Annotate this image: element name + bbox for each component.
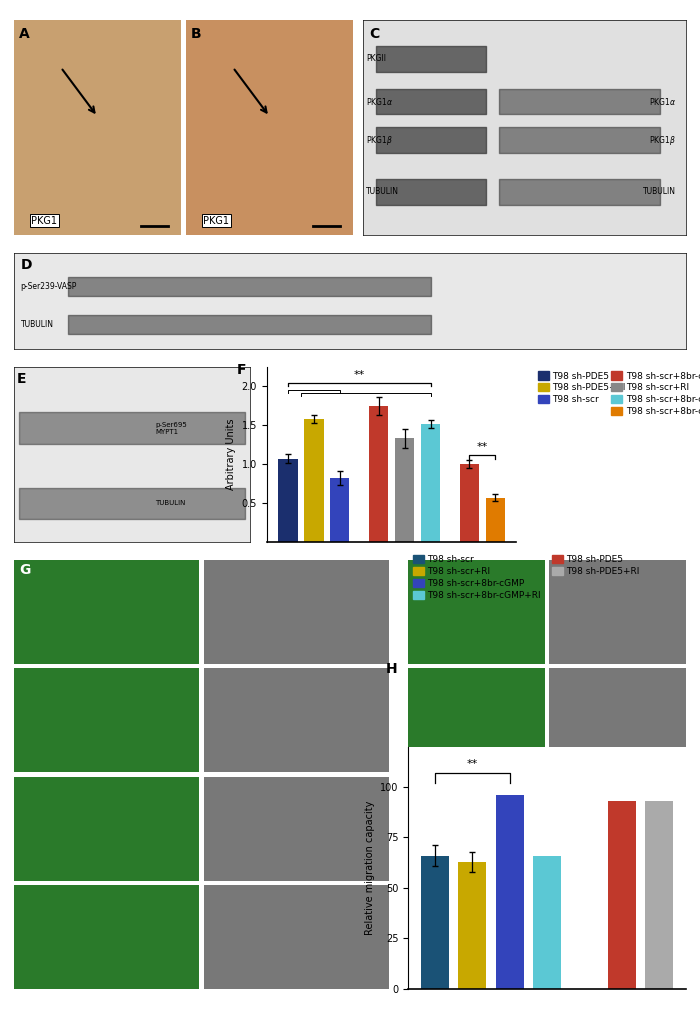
Bar: [330, 478, 349, 542]
Text: D: D: [21, 257, 32, 271]
Legend: T98 sh-PDE5, T98 sh-PDE5+RI: T98 sh-PDE5, T98 sh-PDE5+RI: [552, 555, 640, 576]
Text: PKG1: PKG1: [31, 216, 57, 226]
Text: E: E: [16, 372, 26, 386]
Bar: [421, 856, 449, 989]
Text: PKG1: PKG1: [203, 216, 229, 226]
Text: F: F: [237, 363, 246, 377]
Text: **: **: [467, 759, 478, 769]
Text: G: G: [20, 563, 31, 577]
Bar: [304, 419, 323, 542]
Text: p-Ser695
MYPT1: p-Ser695 MYPT1: [155, 422, 187, 435]
Text: TUBULIN: TUBULIN: [155, 500, 186, 507]
Text: PKGII: PKGII: [366, 54, 386, 64]
Text: A: A: [19, 26, 30, 40]
Y-axis label: Arbitrary Units: Arbitrary Units: [226, 419, 236, 490]
Text: **: **: [477, 443, 488, 452]
Legend: T98 sh-scr+8br-cGMP, T98 sh-scr+RI, T98 sh-scr+8br-cGMP+RI, T98 sh-scr+8br-cGMP+: T98 sh-scr+8br-cGMP, T98 sh-scr+RI, T98 …: [611, 371, 700, 416]
Text: PKG1$\beta$: PKG1$\beta$: [366, 134, 393, 146]
Bar: [369, 406, 389, 542]
Text: TUBULIN: TUBULIN: [643, 187, 676, 196]
Text: TUBULIN: TUBULIN: [366, 187, 399, 196]
Text: **: **: [354, 370, 365, 380]
Bar: [278, 459, 298, 542]
Text: PKG1$\alpha$: PKG1$\alpha$: [366, 96, 393, 107]
Bar: [645, 801, 673, 989]
Bar: [608, 801, 636, 989]
Bar: [496, 795, 524, 989]
Bar: [458, 862, 486, 989]
Text: PKG1$\beta$: PKG1$\beta$: [650, 134, 676, 146]
Bar: [460, 464, 479, 542]
Legend: T98 sh-scr, T98 sh-scr+RI, T98 sh-scr+8br-cGMP, T98 sh-scr+8br-cGMP+RI: T98 sh-scr, T98 sh-scr+RI, T98 sh-scr+8b…: [413, 555, 541, 600]
Text: TUBULIN: TUBULIN: [21, 320, 54, 329]
Bar: [421, 424, 440, 542]
Bar: [395, 439, 414, 542]
Text: B: B: [191, 26, 202, 40]
Text: p-Ser239-VASP: p-Ser239-VASP: [21, 282, 77, 291]
Bar: [533, 856, 561, 989]
Text: H: H: [386, 662, 398, 676]
Text: C: C: [370, 26, 379, 40]
Bar: [486, 497, 505, 542]
Y-axis label: Relative migration capacity: Relative migration capacity: [365, 800, 374, 935]
Text: PKG1$\alpha$: PKG1$\alpha$: [649, 96, 676, 107]
Legend: T98 sh-PDE5, T98 sh-PDE5+RI, T98 sh-scr: T98 sh-PDE5, T98 sh-PDE5+RI, T98 sh-scr: [538, 371, 626, 405]
